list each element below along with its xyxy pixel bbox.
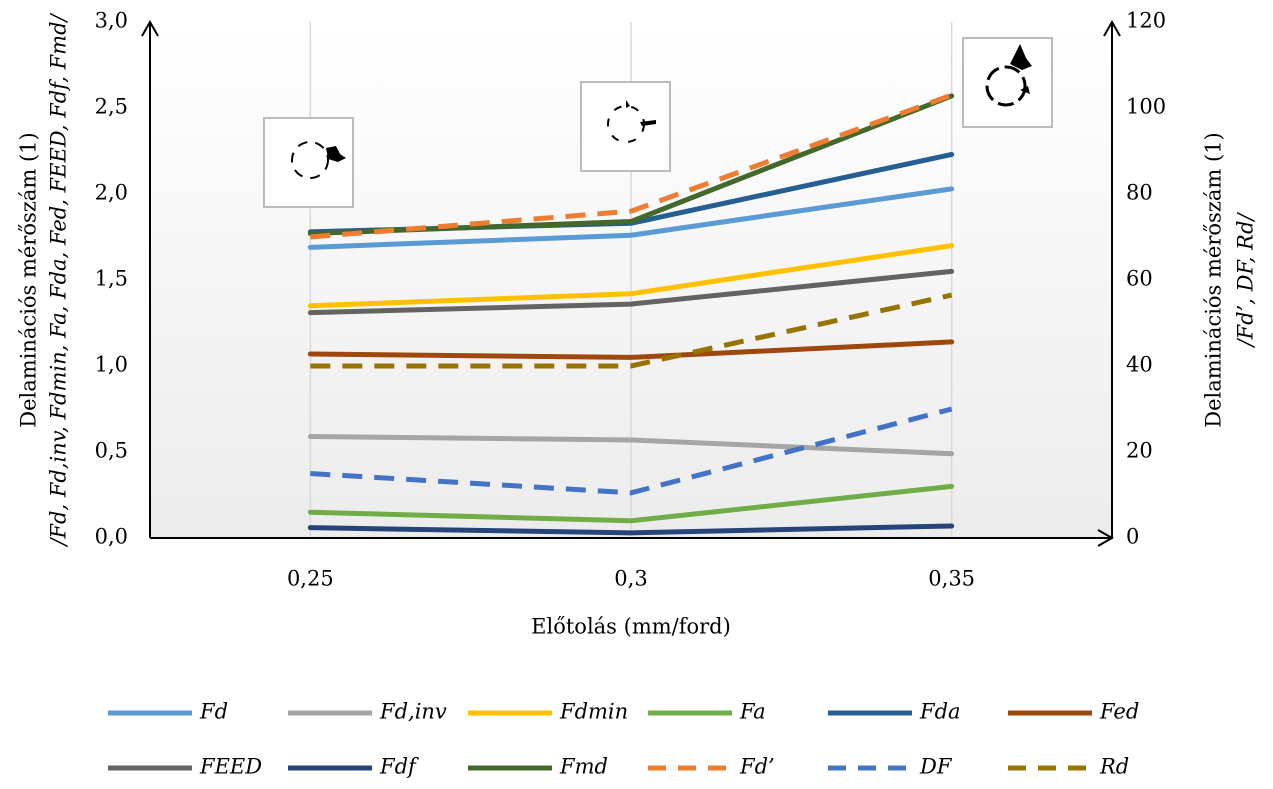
y-tick-label: 3,0 [95,9,128,33]
legend-label: Fdmin [559,700,628,724]
hole [985,65,1027,107]
series-line [307,186,955,250]
x-axis-title: Előtolás (mm/ford) [531,615,731,639]
defect [626,100,656,126]
y2-tick-label: 20 [1126,439,1153,463]
y2-axis-title: /Fd’, DF, Rd/ [1234,212,1258,349]
x-axis-arrow [1097,529,1115,547]
series-line [310,292,953,369]
y-tick-label: 0,5 [95,439,128,463]
series-line [307,483,955,524]
y2-axis-title: Delaminációs mérőszám (1) [1202,132,1226,427]
hole-image [962,37,1053,128]
y2-tick-label: 40 [1126,353,1153,377]
defect [326,146,346,162]
legend-label: Fed [1099,700,1139,724]
legend-label: Fmd [559,755,608,779]
defect [1010,44,1032,94]
y-tick-label: 2,0 [95,181,128,205]
series-line [307,268,955,316]
y-tick-label: 1,5 [95,267,128,291]
legend-label: FEED [199,755,262,779]
series-line [307,339,955,360]
legend-label: Fdf [379,755,419,779]
y2-tick-label: 80 [1126,181,1153,205]
y2-tick-label: 0 [1126,525,1139,549]
hole-images [263,37,1053,208]
series-line [307,434,955,457]
x-tick-label: 0,35 [928,567,975,591]
x-tick-label: 0,25 [287,567,334,591]
y-axis-title: Delaminációs mérőszám (1) [17,132,41,427]
series-line [310,406,953,496]
y2-tick-label: 100 [1126,95,1166,119]
y-tick-label: 2,5 [95,95,128,119]
series-line [307,243,955,309]
series-line [307,523,955,536]
y2-tick-label: 60 [1126,267,1153,291]
y-axis-arrow [141,19,159,37]
x-tick-label: 0,3 [614,567,647,591]
legend-label: Fd [199,700,228,724]
legend-label: Rd [1099,755,1129,779]
axes [141,19,1121,547]
hole-image [263,117,354,208]
legend-label: DF [919,755,953,779]
y2-tick-label: 120 [1126,9,1166,33]
legend-label: Fda [919,700,961,724]
hole [291,141,329,179]
y2-axis-arrow [1103,19,1121,37]
series-line [310,92,953,240]
y-tick-label: 1,0 [95,353,128,377]
legend-label: Fa [739,700,766,724]
legend-label: Fd’ [739,755,775,779]
legend-label: Fd,inv [379,700,447,724]
hole-image [580,81,671,172]
y-axis-title: /Fd, Fd,inv, Fdmin, Fa, Fda, Fed, FEED, … [47,12,71,547]
y-tick-label: 0,0 [95,525,128,549]
